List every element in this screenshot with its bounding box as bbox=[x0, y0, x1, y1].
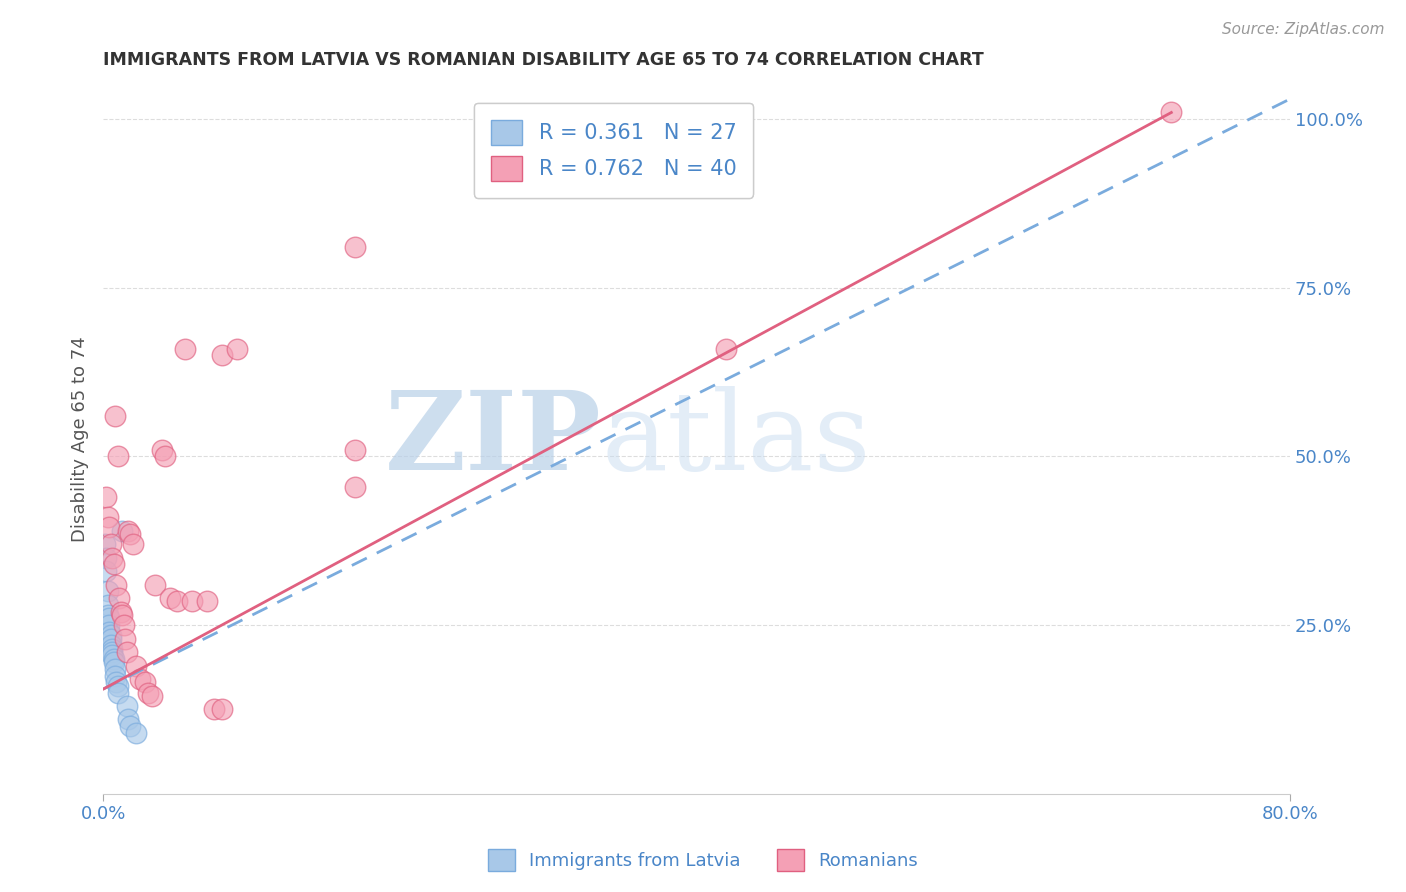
Point bbox=[100, 638, 122, 652]
Legend: Immigrants from Latvia, Romanians: Immigrants from Latvia, Romanians bbox=[481, 842, 925, 879]
Point bbox=[344, 240, 367, 254]
Point bbox=[114, 632, 136, 646]
Point bbox=[125, 658, 148, 673]
Point bbox=[103, 558, 125, 572]
Point bbox=[121, 537, 143, 551]
Point bbox=[107, 450, 129, 464]
Point bbox=[98, 624, 121, 639]
Point bbox=[97, 598, 120, 612]
Point bbox=[112, 618, 135, 632]
Text: IMMIGRANTS FROM LATVIA VS ROMANIAN DISABILITY AGE 65 TO 74 CORRELATION CHART: IMMIGRANTS FROM LATVIA VS ROMANIAN DISAB… bbox=[103, 51, 984, 69]
Point bbox=[101, 641, 124, 656]
Point bbox=[94, 564, 117, 578]
Point bbox=[107, 685, 129, 699]
Point bbox=[716, 342, 738, 356]
Point bbox=[94, 490, 117, 504]
Point bbox=[108, 591, 131, 606]
Point bbox=[141, 689, 163, 703]
Point bbox=[118, 527, 141, 541]
Point bbox=[344, 442, 367, 457]
Point bbox=[134, 675, 156, 690]
Point bbox=[111, 607, 134, 622]
Point bbox=[181, 594, 204, 608]
Point bbox=[98, 520, 121, 534]
Text: atlas: atlas bbox=[602, 386, 872, 493]
Point bbox=[173, 342, 195, 356]
Point bbox=[166, 594, 188, 608]
Point bbox=[104, 662, 127, 676]
Point bbox=[104, 668, 127, 682]
Point bbox=[94, 550, 117, 565]
Point bbox=[155, 450, 177, 464]
Point bbox=[129, 672, 152, 686]
Point bbox=[211, 702, 233, 716]
Point bbox=[118, 719, 141, 733]
Point bbox=[125, 726, 148, 740]
Point bbox=[97, 510, 120, 524]
Point bbox=[195, 594, 218, 608]
Point bbox=[115, 698, 138, 713]
Point bbox=[105, 577, 128, 591]
Point bbox=[98, 611, 121, 625]
Text: ZIP: ZIP bbox=[385, 386, 602, 493]
Point bbox=[100, 628, 122, 642]
Point bbox=[211, 348, 233, 362]
Point bbox=[101, 648, 124, 663]
Point bbox=[1160, 105, 1182, 120]
Point bbox=[115, 645, 138, 659]
Point bbox=[159, 591, 181, 606]
Point bbox=[93, 537, 115, 551]
Point bbox=[225, 342, 247, 356]
Point bbox=[152, 442, 174, 457]
Point bbox=[104, 409, 127, 423]
Y-axis label: Disability Age 65 to 74: Disability Age 65 to 74 bbox=[72, 336, 89, 542]
Point bbox=[117, 524, 139, 538]
Point bbox=[97, 584, 120, 599]
Point bbox=[143, 577, 166, 591]
Point bbox=[111, 524, 134, 538]
Point bbox=[98, 618, 121, 632]
Point bbox=[103, 655, 125, 669]
Point bbox=[97, 607, 120, 622]
Point bbox=[110, 605, 132, 619]
Point bbox=[136, 685, 159, 699]
Point bbox=[100, 537, 122, 551]
Point bbox=[117, 713, 139, 727]
Text: Source: ZipAtlas.com: Source: ZipAtlas.com bbox=[1222, 22, 1385, 37]
Legend: R = 0.361   N = 27, R = 0.762   N = 40: R = 0.361 N = 27, R = 0.762 N = 40 bbox=[474, 103, 754, 198]
Point bbox=[100, 632, 122, 646]
Point bbox=[101, 645, 124, 659]
Point bbox=[107, 679, 129, 693]
Point bbox=[101, 550, 124, 565]
Point bbox=[344, 480, 367, 494]
Point bbox=[202, 702, 225, 716]
Point bbox=[103, 652, 125, 666]
Point bbox=[105, 675, 128, 690]
